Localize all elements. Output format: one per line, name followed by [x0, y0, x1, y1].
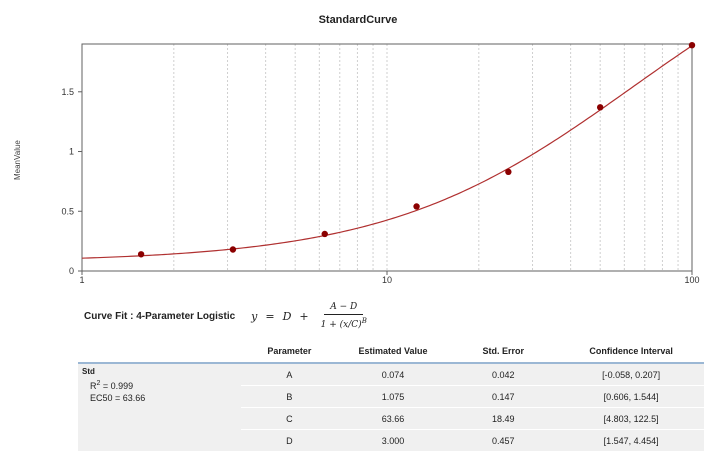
r2-sup: 2 [96, 380, 101, 387]
param-name: D [241, 429, 338, 452]
equation-den-c: C [351, 320, 359, 330]
x-tick-label: 10 [382, 275, 392, 285]
table-row: D 3.000 0.457 [1.547, 4.454] [78, 429, 704, 452]
table-row: B 1.075 0.147 [0.606, 1.544] [78, 385, 704, 408]
param-name: A [241, 363, 338, 386]
param-ci: [0.606, 1.544] [558, 385, 704, 408]
param-value: 1.075 [337, 385, 449, 408]
y-tick-label: 1 [69, 147, 74, 157]
data-point [505, 168, 512, 176]
param-error: 0.457 [448, 429, 559, 452]
param-error: 0.042 [448, 363, 559, 386]
param-name: B [241, 385, 338, 408]
equation-y: y [251, 309, 258, 323]
curve-fit-label: Curve Fit : 4-Parameter Logistic [84, 310, 236, 322]
equation-numerator: A − D [324, 302, 364, 315]
y-tick-label: 1.5 [61, 87, 74, 97]
equation-equals: = [265, 309, 275, 323]
data-points [137, 41, 696, 258]
equation-den-exp: B [361, 317, 367, 325]
equation-plus: + [299, 309, 309, 323]
parameter-table: Parameter Estimated Value Std. Error Con… [78, 340, 704, 452]
table-header-std-error: Std. Error [448, 340, 559, 364]
param-value: 0.074 [337, 363, 449, 386]
param-ci: [1.547, 4.454] [558, 429, 704, 452]
data-point [229, 246, 237, 253]
std-summary-cell: Std R2 = 0.999 EC50 = 63.66 [78, 363, 242, 452]
curve-fit-row: Curve Fit : 4-Parameter Logistic y = D +… [84, 296, 704, 336]
table-header-blank [78, 340, 242, 364]
chart-title: StandardCurve [318, 14, 398, 26]
table-header-confidence-interval: Confidence Interval [558, 340, 704, 364]
standard-curve-plot: 0 0.5 1 1.5 1 10 100 [61, 41, 700, 285]
fit-equation: y = D + A − D 1 + (x/C)B [251, 302, 367, 330]
equation-denominator: 1 + (x/C)B [320, 317, 367, 330]
table-header-parameter: Parameter [241, 340, 338, 364]
equation-den-prefix: 1 + [320, 320, 340, 330]
axis-ticks: 0 0.5 1 1.5 1 10 100 [61, 87, 699, 285]
equation-den-x: x [343, 320, 349, 330]
param-value: 3.000 [337, 429, 449, 452]
ec50-value: EC50 = 63.66 [90, 393, 146, 403]
param-ci: [-0.058, 0.207] [558, 363, 704, 386]
data-point [413, 203, 420, 210]
param-error: 0.147 [448, 385, 559, 408]
grid-lines [173, 44, 679, 271]
fit-curve-layer [81, 45, 693, 259]
param-ci: [4.803, 122.5] [558, 407, 704, 430]
r2-label: R [90, 381, 97, 391]
param-name: C [241, 407, 338, 430]
table-row: Std R2 = 0.999 EC50 = 63.66 A 0.074 0.04… [78, 363, 704, 452]
x-tick-label: 1 [79, 275, 84, 285]
r2-value: = 0.999 [100, 381, 134, 391]
data-point [596, 104, 604, 111]
equation-d: D [282, 309, 292, 323]
x-tick-label: 100 [684, 275, 699, 285]
y-tick-label: 0.5 [61, 206, 74, 216]
param-value: 63.66 [337, 407, 449, 430]
fit-curve [81, 45, 693, 259]
table-header-row: Parameter Estimated Value Std. Error Con… [78, 340, 704, 364]
data-point [688, 41, 696, 49]
data-point [321, 230, 328, 238]
table-header-estimated-value: Estimated Value [337, 340, 449, 364]
data-point [137, 251, 145, 258]
r-squared: R2 = 0.999 [82, 378, 237, 392]
y-tick-label: 0 [69, 266, 74, 276]
table-row: C 63.66 18.49 [4.803, 122.5] [78, 407, 704, 430]
param-error: 18.49 [448, 407, 559, 430]
std-name: Std [82, 367, 95, 376]
equation-fraction: A − D 1 + (x/C)B [321, 302, 367, 330]
